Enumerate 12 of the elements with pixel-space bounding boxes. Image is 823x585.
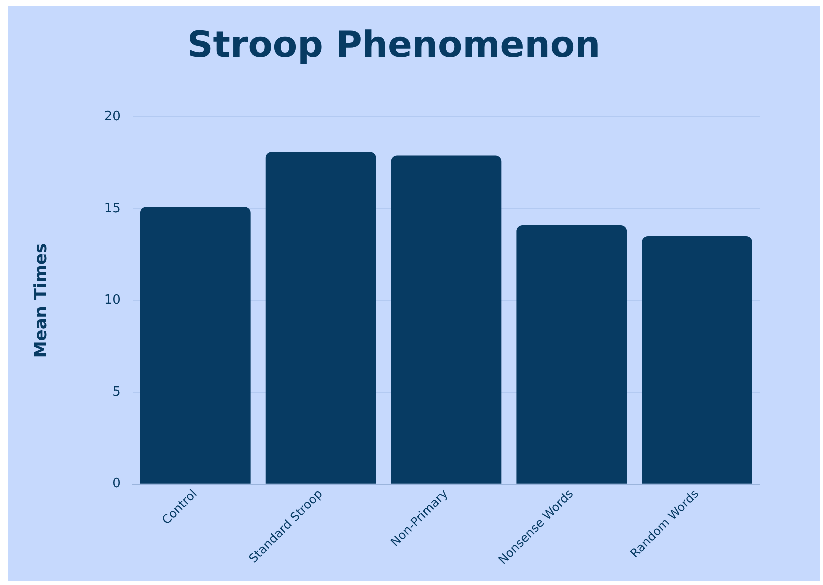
bar — [266, 152, 376, 484]
y-tick-label: 5 — [112, 384, 121, 400]
bar — [516, 226, 628, 484]
bar — [140, 207, 251, 484]
y-axis-title: Mean Times — [32, 243, 52, 358]
bar — [642, 236, 752, 484]
y-tick-label: 10 — [104, 293, 121, 308]
y-tick-label: 20 — [104, 110, 121, 125]
chart-title: Stroop Phenomenon — [187, 24, 601, 66]
y-tick-label: 0 — [112, 476, 121, 492]
bar — [391, 156, 502, 484]
y-tick-label: 15 — [104, 201, 121, 216]
